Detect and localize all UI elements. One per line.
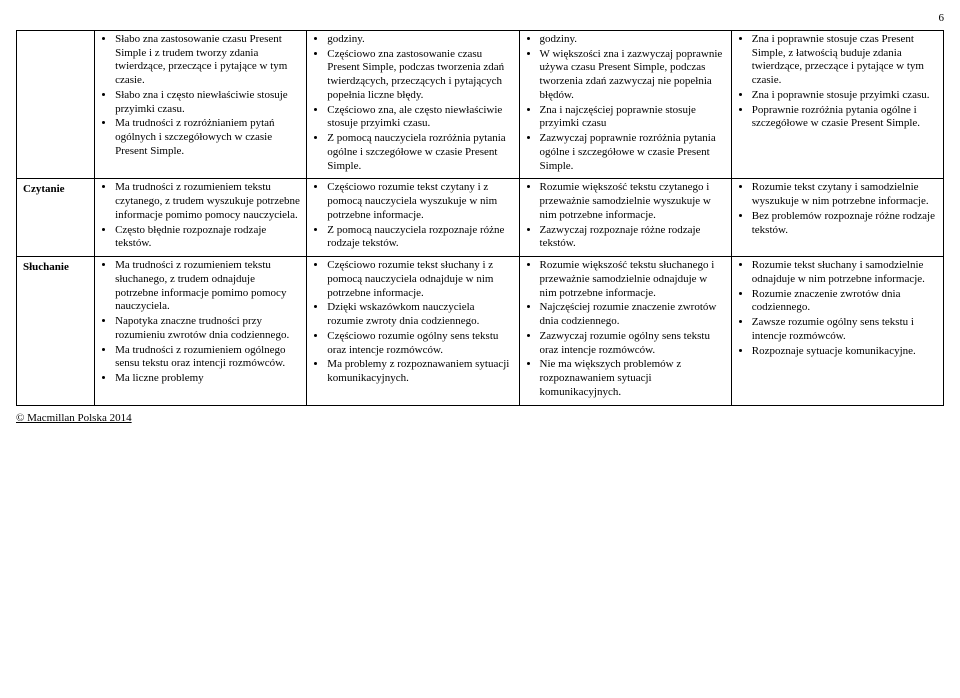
bullet-item: Rozumie tekst słuchany i samodzielnie od… xyxy=(752,259,937,287)
bullet-list: Ma trudności z rozumieniem tekstu czytan… xyxy=(101,181,300,251)
bullet-item: Słabo zna zastosowanie czasu Present Sim… xyxy=(115,33,300,88)
rubric-cell: Ma trudności z rozumieniem tekstu czytan… xyxy=(95,179,307,257)
rubric-cell: Zna i poprawnie stosuje czas Present Sim… xyxy=(731,30,943,179)
bullet-list: Częściowo rozumie tekst słuchany i z pom… xyxy=(313,259,512,386)
bullet-item: Rozpoznaje sytuacje komunikacyjne. xyxy=(752,345,937,359)
bullet-item: Z pomocą nauczyciela rozróżnia pytania o… xyxy=(327,132,512,173)
bullet-item: Częściowo rozumie ogólny sens tekstu ora… xyxy=(327,330,512,358)
row-label xyxy=(17,30,95,179)
bullet-item: Częściowo rozumie tekst czytany i z pomo… xyxy=(327,181,512,222)
bullet-item: Częściowo zna, ale często niewłaściwie s… xyxy=(327,104,512,132)
bullet-item: W większości zna i zazwyczaj poprawnie u… xyxy=(540,48,725,103)
bullet-list: Rozumie większość tekstu słuchanego i pr… xyxy=(526,259,725,400)
row-label: Słuchanie xyxy=(17,257,95,406)
rubric-cell: godziny.W większości zna i zazwyczaj pop… xyxy=(519,30,731,179)
bullet-item: Ma trudności z rozumieniem tekstu słucha… xyxy=(115,259,300,314)
table-row: Słuchanie Ma trudności z rozumieniem teks… xyxy=(17,257,944,406)
bullet-list: Słabo zna zastosowanie czasu Present Sim… xyxy=(101,33,300,159)
bullet-list: Ma trudności z rozumieniem tekstu słucha… xyxy=(101,259,300,386)
bullet-item: Rozumie większość tekstu słuchanego i pr… xyxy=(540,259,725,300)
bullet-item: Z pomocą nauczyciela rozpoznaje różne ro… xyxy=(327,224,512,252)
bullet-list: Zna i poprawnie stosuje czas Present Sim… xyxy=(738,33,937,131)
table-row: Słabo zna zastosowanie czasu Present Sim… xyxy=(17,30,944,179)
bullet-item: Zna i poprawnie stosuje czas Present Sim… xyxy=(752,33,937,88)
bullet-list: Rozumie tekst słuchany i samodzielnie od… xyxy=(738,259,937,358)
rubric-cell: Częściowo rozumie tekst czytany i z pomo… xyxy=(307,179,519,257)
rubric-cell: Słabo zna zastosowanie czasu Present Sim… xyxy=(95,30,307,179)
bullet-item: Słabo zna i często niewłaściwie stosuje … xyxy=(115,89,300,117)
bullet-list: Częściowo rozumie tekst czytany i z pomo… xyxy=(313,181,512,251)
table-row: Czytanie Ma trudności z rozumieniem tekst… xyxy=(17,179,944,257)
bullet-item: Napotyka znaczne trudności przy rozumien… xyxy=(115,315,300,343)
bullet-list: Rozumie tekst czytany i samodzielnie wys… xyxy=(738,181,937,237)
rubric-cell: godziny.Częściowo zna zastosowanie czasu… xyxy=(307,30,519,179)
rubric-cell: Częściowo rozumie tekst słuchany i z pom… xyxy=(307,257,519,406)
bullet-item: Częściowo rozumie tekst słuchany i z pom… xyxy=(327,259,512,300)
bullet-list: Rozumie większość tekstu czytanego i prz… xyxy=(526,181,725,251)
rubric-cell: Ma trudności z rozumieniem tekstu słucha… xyxy=(95,257,307,406)
footer: © Macmillan Polska 2014 xyxy=(16,412,944,426)
rubric-cell: Rozumie tekst słuchany i samodzielnie od… xyxy=(731,257,943,406)
bullet-item: Ma trudności z rozumieniem ogólnego sens… xyxy=(115,344,300,372)
rubric-cell: Rozumie większość tekstu czytanego i prz… xyxy=(519,179,731,257)
rubric-cell: Rozumie tekst czytany i samodzielnie wys… xyxy=(731,179,943,257)
bullet-item: Zazwyczaj rozpoznaje różne rodzaje tekst… xyxy=(540,224,725,252)
bullet-item: Poprawnie rozróżnia pytania ogólne i szc… xyxy=(752,104,937,132)
bullet-item: Zawsze rozumie ogólny sens tekstu i inte… xyxy=(752,316,937,344)
bullet-item: Bez problemów rozpoznaje różne rodzaje t… xyxy=(752,210,937,238)
bullet-item: Ma trudności z rozumieniem tekstu czytan… xyxy=(115,181,300,222)
bullet-item: Ma liczne problemy xyxy=(115,372,300,386)
bullet-item: Dzięki wskazówkom nauczyciela rozumie zw… xyxy=(327,301,512,329)
bullet-item: Ma trudności z rozróżnianiem pytań ogóln… xyxy=(115,117,300,158)
bullet-item: Zazwyczaj rozumie ogólny sens tekstu ora… xyxy=(540,330,725,358)
bullet-item: Zna i poprawnie stosuje przyimki czasu. xyxy=(752,89,937,103)
bullet-item: Częściowo zna zastosowanie czasu Present… xyxy=(327,48,512,103)
bullet-item: Zna i najczęściej poprawnie stosuje przy… xyxy=(540,104,725,132)
bullet-item: Rozumie większość tekstu czytanego i prz… xyxy=(540,181,725,222)
bullet-item: Zazwyczaj poprawnie rozróżnia pytania og… xyxy=(540,132,725,173)
bullet-item: Często błędnie rozpoznaje rodzaje tekstó… xyxy=(115,224,300,252)
bullet-list: godziny.W większości zna i zazwyczaj pop… xyxy=(526,33,725,174)
page-number: 6 xyxy=(16,12,944,26)
rubric-cell: Rozumie większość tekstu słuchanego i pr… xyxy=(519,257,731,406)
row-label: Czytanie xyxy=(17,179,95,257)
bullet-item: Nie ma większych problemów z rozpoznawan… xyxy=(540,358,725,399)
bullet-list: godziny.Częściowo zna zastosowanie czasu… xyxy=(313,33,512,174)
bullet-item: Rozumie tekst czytany i samodzielnie wys… xyxy=(752,181,937,209)
bullet-item: Ma problemy z rozpoznawaniem sytuacji ko… xyxy=(327,358,512,386)
bullet-item: Rozumie znaczenie zwrotów dnia codzienne… xyxy=(752,288,937,316)
rubric-table: Słabo zna zastosowanie czasu Present Sim… xyxy=(16,30,944,406)
bullet-item: godziny. xyxy=(540,33,725,47)
bullet-item: godziny. xyxy=(327,33,512,47)
bullet-item: Najczęściej rozumie znaczenie zwrotów dn… xyxy=(540,301,725,329)
